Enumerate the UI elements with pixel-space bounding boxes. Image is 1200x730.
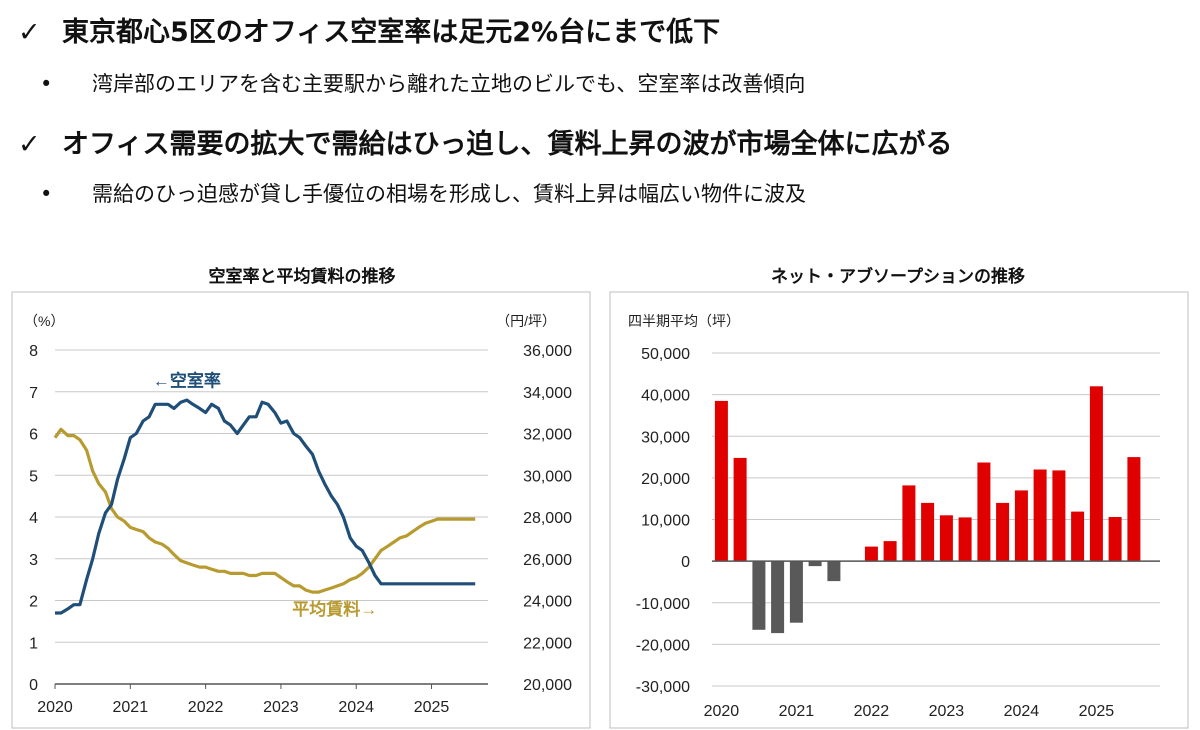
x-tick-label: 2021 xyxy=(779,703,815,720)
bar-2023Q3 xyxy=(977,462,991,562)
bar-chart-frame xyxy=(609,291,1189,729)
rent-series-label: 平均賃料→ xyxy=(292,599,377,619)
y-tick-label: -20,000 xyxy=(636,637,690,654)
bullet-heading-2: ✓ オフィス需要の拡大で需給はひっ迫し、賃料上昇の波が市場全体に広がる xyxy=(18,122,952,161)
y-left-tick-label: 3 xyxy=(29,552,38,569)
y-tick-label: 30,000 xyxy=(641,429,690,446)
rent-series-line xyxy=(53,427,476,594)
y-left-tick-label: 2 xyxy=(29,594,38,611)
bar-2021Q1 xyxy=(789,561,803,623)
bar-2024Q4 xyxy=(1071,511,1085,562)
y-right-tick-label: 36,000 xyxy=(523,343,572,360)
bullet-sub-2-text: 需給のひっ迫感が貸し手優位の相場を形成し、賃料上昇は幅広い物件に波及 xyxy=(92,182,806,206)
bar-chart-title: ネット・アブソープションの推移 xyxy=(771,267,1025,287)
bar-2022Q2 xyxy=(883,541,897,562)
y-left-tick-label: 1 xyxy=(29,635,38,652)
bar-2021Q2 xyxy=(808,561,822,567)
y-right-tick-label: 28,000 xyxy=(523,510,572,527)
bullet-dot-icon: • xyxy=(40,182,53,206)
bar-2025Q2 xyxy=(1108,517,1122,562)
x-tick-label: 2022 xyxy=(188,699,224,716)
bar-2020Q3 xyxy=(752,561,766,630)
x-tick-label: 2023 xyxy=(263,699,299,716)
y-right-tick-label: 22,000 xyxy=(523,635,572,652)
bar-2024Q1 xyxy=(1014,490,1028,562)
check-icon: ✓ xyxy=(18,17,41,48)
y-tick-label: -30,000 xyxy=(636,679,690,696)
bar-2021Q3 xyxy=(827,561,841,582)
x-tick-label: 2025 xyxy=(1079,703,1115,720)
y-unit-label: 四半期平均（坪） xyxy=(628,313,740,329)
y-tick-label: 50,000 xyxy=(641,346,690,363)
bullet-heading-1: ✓ 東京都心5区のオフィス空室率は足元2%台にまで低下 xyxy=(18,10,720,49)
bullet-dot-icon: • xyxy=(40,72,53,96)
y-right-tick-label: 30,000 xyxy=(523,468,572,485)
x-tick-label: 2023 xyxy=(929,703,965,720)
x-tick-label: 2024 xyxy=(1004,703,1040,720)
line-chart-title: 空室率と平均賃料の推移 xyxy=(208,267,396,287)
y-tick-label: 40,000 xyxy=(641,388,690,405)
bar-2020Q2 xyxy=(733,457,747,562)
bar-2020Q1 xyxy=(714,400,728,562)
y-tick-label: 20,000 xyxy=(641,471,690,488)
y-left-unit-label: （%） xyxy=(24,313,64,329)
y-tick-label: -10,000 xyxy=(636,596,690,613)
y-left-tick-label: 7 xyxy=(29,385,38,402)
x-tick-label: 2025 xyxy=(414,699,450,716)
bullet-heading-1-text: 東京都心5区のオフィス空室率は足元2%台にまで低下 xyxy=(62,17,721,48)
y-right-unit-label: （円/坪） xyxy=(496,313,556,329)
x-tick-label: 2022 xyxy=(854,703,890,720)
y-left-tick-label: 0 xyxy=(29,677,38,694)
bullet-sub-1: • 湾岸部のエリアを含む主要駅から離れた立地のビルでも、空室率は改善傾向 xyxy=(40,68,805,98)
bar-2020Q4 xyxy=(771,561,785,634)
check-icon: ✓ xyxy=(18,129,41,160)
bar-2025Q3 xyxy=(1127,457,1141,562)
y-left-tick-label: 6 xyxy=(29,427,38,444)
x-tick-label: 2020 xyxy=(704,703,740,720)
bar-2022Q4 xyxy=(921,502,935,562)
bar-2023Q1 xyxy=(939,515,953,562)
bar-2023Q2 xyxy=(958,517,972,562)
y-right-tick-label: 24,000 xyxy=(523,594,572,611)
x-tick-label: 2020 xyxy=(37,699,73,716)
line-chart-frame xyxy=(11,291,591,729)
y-left-tick-label: 8 xyxy=(29,343,38,360)
vacancy-series-line xyxy=(55,398,476,615)
bar-2025Q1 xyxy=(1089,386,1103,562)
y-right-tick-label: 34,000 xyxy=(523,385,572,402)
y-left-tick-label: 5 xyxy=(29,468,38,485)
y-tick-label: 10,000 xyxy=(641,513,690,530)
x-tick-label: 2024 xyxy=(338,699,374,716)
bar-2022Q3 xyxy=(902,485,916,562)
bullet-sub-1-text: 湾岸部のエリアを含む主要駅から離れた立地のビルでも、空室率は改善傾向 xyxy=(92,72,806,96)
bar-2022Q1 xyxy=(864,546,878,562)
bar-2024Q3 xyxy=(1052,470,1066,562)
y-tick-label: 0 xyxy=(681,554,690,571)
y-left-tick-label: 4 xyxy=(29,510,38,527)
bar-2023Q4 xyxy=(996,502,1010,562)
x-tick-label: 2021 xyxy=(113,699,149,716)
vacancy-series-label: ←空室率 xyxy=(153,371,221,391)
bar-2024Q2 xyxy=(1033,469,1047,562)
bullet-sub-2: • 需給のひっ迫感が貸し手優位の相場を形成し、賃料上昇は幅広い物件に波及 xyxy=(40,178,806,208)
bullet-heading-2-text: オフィス需要の拡大で需給はひっ迫し、賃料上昇の波が市場全体に広がる xyxy=(62,129,953,160)
y-right-tick-label: 20,000 xyxy=(523,677,572,694)
y-right-tick-label: 26,000 xyxy=(523,552,572,569)
y-right-tick-label: 32,000 xyxy=(523,427,572,444)
